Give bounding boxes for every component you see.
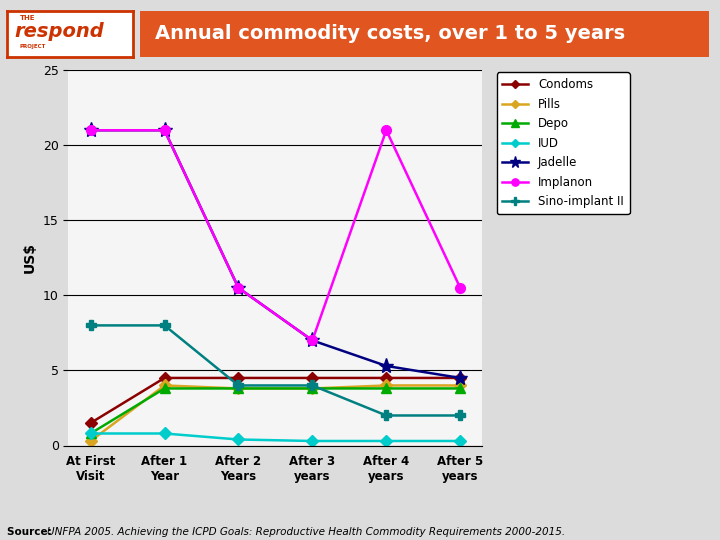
Y-axis label: US$: US$ (23, 242, 37, 273)
Jadelle (160, 127, 168, 133)
Depo (456, 385, 464, 392)
Implanon (160, 127, 168, 133)
Condoms (456, 375, 464, 381)
Sino-implant II (456, 412, 464, 418)
Implanon (456, 285, 464, 291)
Line: Jadelle: Jadelle (83, 123, 468, 386)
IUD (234, 436, 243, 443)
Depo (160, 385, 168, 392)
Depo (382, 385, 391, 392)
Line: Sino-implant II: Sino-implant II (86, 321, 465, 420)
IUD (86, 430, 95, 437)
Legend: Condoms, Pills, Depo, IUD, Jadelle, Implanon, Sino-implant II: Condoms, Pills, Depo, IUD, Jadelle, Impl… (497, 72, 629, 214)
IUD (382, 438, 391, 444)
Implanon (234, 285, 243, 291)
IUD (308, 438, 317, 444)
Text: PROJECT: PROJECT (20, 44, 46, 49)
Pills (234, 385, 243, 392)
Condoms (86, 420, 95, 426)
Condoms (308, 375, 317, 381)
Implanon (382, 127, 391, 133)
Sino-implant II (234, 382, 243, 389)
Text: THE: THE (20, 15, 35, 22)
Pills (86, 438, 95, 444)
Depo (86, 430, 95, 437)
Pills (382, 382, 391, 389)
Pills (456, 382, 464, 389)
Sino-implant II (308, 382, 317, 389)
Jadelle (308, 337, 317, 343)
Jadelle (86, 127, 95, 133)
Text: Source:: Source: (7, 527, 55, 537)
Sino-implant II (86, 322, 95, 329)
Condoms (234, 375, 243, 381)
Text: Annual commodity costs, over 1 to 5 years: Annual commodity costs, over 1 to 5 year… (155, 24, 625, 43)
Pills (160, 382, 168, 389)
Depo (308, 385, 317, 392)
Sino-implant II (160, 322, 168, 329)
Depo (234, 385, 243, 392)
IUD (160, 430, 168, 437)
Text: respond: respond (14, 22, 104, 41)
Pills (308, 385, 317, 392)
Jadelle (234, 285, 243, 291)
Line: Pills: Pills (86, 381, 464, 445)
Condoms (160, 375, 168, 381)
Line: IUD: IUD (86, 429, 464, 445)
Jadelle (382, 363, 391, 369)
Jadelle (456, 375, 464, 381)
IUD (456, 438, 464, 444)
Line: Depo: Depo (86, 383, 465, 438)
Line: Condoms: Condoms (86, 374, 464, 427)
Condoms (382, 375, 391, 381)
Implanon (308, 337, 317, 343)
Sino-implant II (382, 412, 391, 418)
Line: Implanon: Implanon (86, 125, 465, 345)
Implanon (86, 127, 95, 133)
Text: UNFPA 2005. Achieving the ICPD Goals: Reproductive Health Commodity Requirements: UNFPA 2005. Achieving the ICPD Goals: Re… (47, 527, 565, 537)
